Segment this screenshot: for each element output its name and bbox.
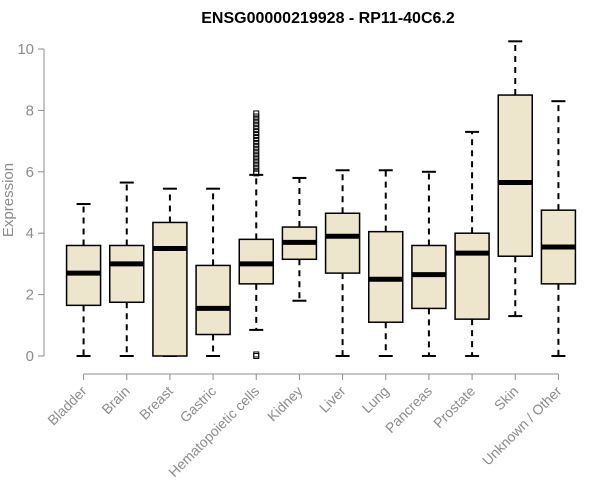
box-skin (497, 40, 533, 318)
y-tick-label: 2 (26, 287, 34, 304)
outlier-point (253, 144, 260, 151)
box-liver (324, 169, 361, 357)
box-lung (368, 169, 404, 357)
outlier-point (253, 138, 260, 145)
iqr-box (324, 212, 361, 274)
y-axis: 0 2 4 6 8 10 (17, 41, 45, 365)
iqr-box (109, 244, 145, 304)
outlier-point (253, 125, 260, 132)
outlier-point (253, 141, 260, 148)
outlier-point (253, 150, 260, 157)
outlier-point (253, 131, 260, 138)
x-tick-label-kidney: Kidney (264, 383, 306, 425)
iqr-box (195, 264, 231, 336)
x-tick-label-brain: Brain (98, 383, 132, 417)
box-breast (152, 187, 188, 357)
outlier-point (253, 165, 260, 172)
iqr-box (497, 94, 533, 257)
outlier-point (253, 168, 260, 175)
y-tick-label: 8 (26, 102, 34, 119)
x-tick-label-pancreas: Pancreas (382, 383, 435, 436)
box-prostate (454, 130, 490, 357)
outlier-point (253, 128, 260, 135)
x-tick-label-bladder: Bladder (44, 383, 90, 429)
outlier-point (253, 113, 260, 120)
chart-title: ENSG00000219928 - RP11-40C6.2 (201, 10, 455, 27)
outlier-point (253, 162, 260, 169)
x-tick-label-liver: Liver (316, 383, 349, 416)
outlier-point (253, 159, 260, 166)
box-pancreas (411, 170, 447, 357)
x-tick-label-breast: Breast (136, 383, 176, 423)
outlier-point (253, 119, 260, 126)
box-hematopoietic-cells (238, 110, 274, 359)
outlier-point (253, 156, 260, 163)
box-brain (109, 181, 145, 357)
outlier-point (253, 122, 260, 129)
iqr-box (152, 221, 188, 357)
iqr-box (454, 232, 490, 320)
y-axis-label: Expression (0, 163, 17, 237)
y-tick-label: 6 (26, 164, 34, 181)
outlier-point (253, 353, 260, 359)
x-tick-label-unknown-other: Unknown / Other (479, 383, 565, 469)
y-tick-label: 10 (17, 41, 34, 58)
outlier-point (253, 135, 260, 142)
box-bladder (65, 203, 102, 357)
x-tick-label-lung: Lung (359, 383, 392, 416)
y-tick-label: 4 (26, 225, 34, 242)
box-gastric (195, 187, 231, 357)
y-tick-label: 0 (26, 348, 34, 365)
outlier-point (253, 153, 260, 160)
x-tick-label-gastric: Gastric (177, 383, 220, 426)
outlier-point (253, 116, 260, 123)
outlier-point (253, 147, 260, 154)
box-kidney (281, 176, 318, 302)
x-tick-label-skin: Skin (491, 383, 522, 414)
box-unknown-other (540, 100, 577, 357)
boxes-group (65, 40, 577, 359)
outlier-point (253, 351, 260, 358)
outlier-point (253, 110, 260, 117)
x-tick-label-prostate: Prostate (430, 383, 478, 431)
